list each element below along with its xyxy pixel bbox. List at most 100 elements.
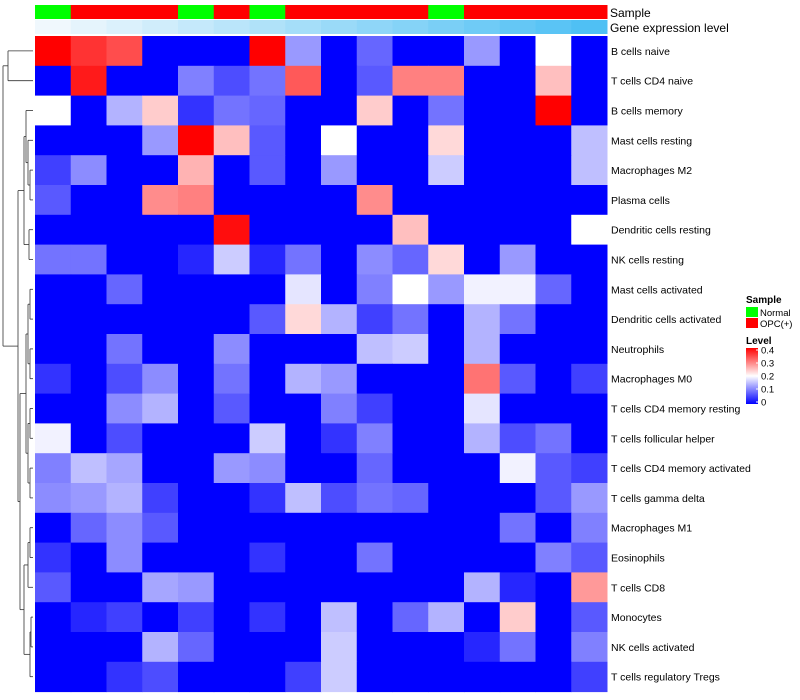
- heatmap-cell: [535, 274, 572, 305]
- sample-legend-label: Normal: [760, 308, 791, 319]
- heatmap-cell: [249, 125, 286, 156]
- heatmap-cell: [464, 393, 501, 424]
- heatmap-cell: [464, 661, 501, 693]
- heatmap-cell: [70, 542, 107, 573]
- row-label: Macrophages M1: [611, 523, 692, 535]
- level-tick-label: 0.4: [761, 346, 774, 357]
- heatmap-cell: [428, 423, 465, 454]
- heatmap-cell: [213, 274, 250, 305]
- heatmap-cell: [70, 65, 107, 97]
- heatmap-cell: [213, 155, 250, 186]
- heatmap-cell: [285, 95, 322, 126]
- heatmap-cell: [571, 453, 608, 484]
- heatmap-cell: [321, 393, 358, 424]
- heatmap-cell: [321, 214, 358, 246]
- heatmap-cell: [428, 274, 465, 305]
- heatmap-cell: [285, 304, 322, 335]
- heatmap-cell: [499, 95, 536, 126]
- heatmap-cell: [499, 65, 536, 97]
- heatmap-cell: [178, 453, 215, 484]
- heatmap-cell: [499, 602, 536, 633]
- heatmap-cell: [249, 661, 286, 693]
- heatmap-cell: [285, 661, 322, 693]
- expression-annotation-cell: [249, 20, 286, 34]
- heatmap-cell: [213, 632, 250, 663]
- sample-annotation-cell: [356, 5, 393, 19]
- sample-annotation-cell: [106, 5, 143, 19]
- expression-level-annotation-track: [35, 20, 608, 34]
- heatmap-cell: [392, 393, 429, 424]
- heatmap-cell: [428, 125, 465, 156]
- heatmap-cell: [499, 185, 536, 216]
- heatmap-cell: [142, 274, 179, 305]
- heatmap-cell: [428, 512, 465, 544]
- heatmap-cell: [499, 632, 536, 663]
- row-label: T cells regulatory Tregs: [611, 672, 720, 684]
- heatmap-cell: [321, 274, 358, 305]
- heatmap-cell: [178, 661, 215, 693]
- heatmap-cell: [499, 334, 536, 365]
- heatmap-cell: [35, 36, 72, 67]
- heatmap-cell: [142, 363, 179, 395]
- heatmap-cell: [249, 274, 286, 305]
- heatmap-cell: [285, 602, 322, 633]
- heatmap-cell: [499, 483, 536, 514]
- heatmap-cell: [571, 572, 608, 603]
- heatmap-cell: [178, 274, 215, 305]
- heatmap-cell: [464, 334, 501, 365]
- heatmap-cell: [142, 214, 179, 246]
- heatmap-cell: [106, 393, 143, 424]
- heatmap-cell: [142, 304, 179, 335]
- heatmap-cell: [285, 542, 322, 573]
- heatmap-cell: [499, 125, 536, 156]
- expression-annotation-cell: [285, 20, 322, 34]
- heatmap-cell: [106, 542, 143, 573]
- heatmap-cell: [285, 572, 322, 603]
- heatmap-cell: [535, 363, 572, 395]
- heatmap-cell: [356, 512, 393, 544]
- heatmap-cell: [285, 334, 322, 365]
- heatmap-cell: [35, 214, 72, 246]
- row-label: Dendritic cells activated: [611, 314, 721, 326]
- heatmap-cell: [213, 423, 250, 454]
- heatmap-cell: [356, 36, 393, 67]
- heatmap-cell: [356, 185, 393, 216]
- heatmap-cell: [428, 65, 465, 97]
- row-label: Macrophages M0: [611, 374, 692, 386]
- heatmap-cell: [70, 334, 107, 365]
- heatmap-cell: [142, 36, 179, 67]
- heatmap-cell: [428, 453, 465, 484]
- heatmap-cell: [321, 155, 358, 186]
- heatmap-cell: [35, 423, 72, 454]
- heatmap-cell: [392, 36, 429, 67]
- heatmap-cell: [428, 572, 465, 603]
- expression-annotation-cell: [392, 20, 429, 34]
- sample-annotation-cell: [428, 5, 465, 19]
- heatmap-cell: [285, 393, 322, 424]
- heatmap-cell: [571, 155, 608, 186]
- heatmap-cell: [392, 125, 429, 156]
- heatmap-cell: [35, 185, 72, 216]
- heatmap-cell: [106, 304, 143, 335]
- heatmap-cell: [392, 661, 429, 693]
- heatmap-cell: [571, 483, 608, 514]
- expression-annotation-cell: [35, 20, 72, 34]
- heatmap-cell: [249, 393, 286, 424]
- heatmap-cell: [249, 602, 286, 633]
- expression-annotation-cell: [464, 20, 501, 34]
- heatmap-cell: [106, 363, 143, 395]
- heatmap-cell: [571, 65, 608, 97]
- heatmap-cell: [142, 244, 179, 275]
- heatmap-cell: [70, 453, 107, 484]
- row-labels: B cells naive T cells CD4 naive B cells me…: [611, 46, 751, 684]
- heatmap-cell: [35, 274, 72, 305]
- heatmap-cell: [356, 483, 393, 514]
- heatmap-cell: [321, 334, 358, 365]
- expression-track-label: Gene expression level: [610, 21, 729, 35]
- heatmap-cell: [178, 244, 215, 275]
- heatmap-cell: [535, 393, 572, 424]
- heatmap-cell: [70, 304, 107, 335]
- heatmap-cell: [35, 661, 72, 693]
- heatmap-cell: [178, 363, 215, 395]
- heatmap-cell: [571, 542, 608, 573]
